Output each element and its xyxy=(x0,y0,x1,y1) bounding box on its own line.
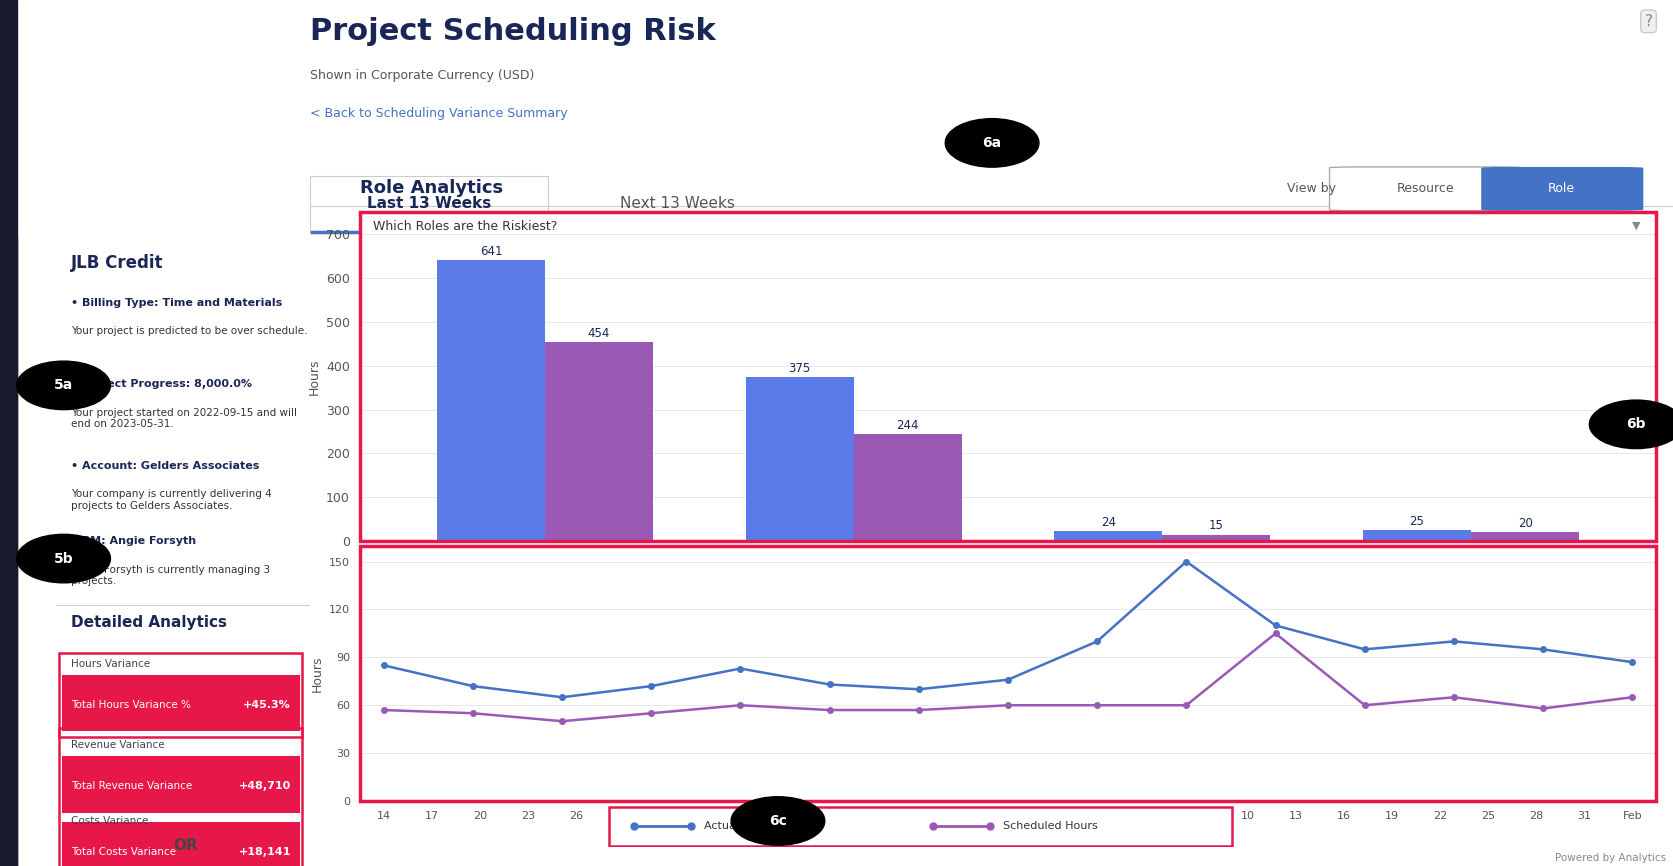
Circle shape xyxy=(731,797,825,845)
Text: 20: 20 xyxy=(1517,517,1532,530)
Bar xyxy=(360,212,1656,541)
FancyBboxPatch shape xyxy=(310,176,549,233)
Text: 25: 25 xyxy=(1410,515,1424,528)
Text: • Project Progress: 8,000.0%: • Project Progress: 8,000.0% xyxy=(72,379,253,390)
Text: ▼: ▼ xyxy=(1633,220,1641,230)
Text: 454: 454 xyxy=(587,326,611,339)
Bar xyxy=(62,675,299,731)
Y-axis label: Hours: Hours xyxy=(310,655,323,692)
Circle shape xyxy=(945,119,1039,167)
Text: OR: OR xyxy=(174,837,197,853)
Text: • Account: Gelders Associates: • Account: Gelders Associates xyxy=(72,461,259,471)
Text: 244: 244 xyxy=(897,419,918,432)
Text: < Back to Scheduling Variance Summary: < Back to Scheduling Variance Summary xyxy=(310,107,567,120)
Bar xyxy=(0,238,17,866)
Text: • PM: Angie Forsyth: • PM: Angie Forsyth xyxy=(72,536,196,546)
Text: 24: 24 xyxy=(1101,515,1116,528)
Bar xyxy=(1054,531,1163,541)
Text: Total Hours Variance %: Total Hours Variance % xyxy=(72,700,191,709)
Y-axis label: Hours: Hours xyxy=(308,359,321,395)
Text: +45.3%: +45.3% xyxy=(243,700,291,709)
Text: +18,141: +18,141 xyxy=(239,847,291,857)
Text: Your company is currently delivering 4
projects to Gelders Associates.: Your company is currently delivering 4 p… xyxy=(72,489,273,511)
Text: 375: 375 xyxy=(788,361,811,374)
Text: Powered by Analytics: Powered by Analytics xyxy=(1556,852,1666,863)
Text: 6b: 6b xyxy=(1626,417,1646,431)
Text: Shown in Corporate Currency (USD): Shown in Corporate Currency (USD) xyxy=(310,69,534,82)
Circle shape xyxy=(17,534,110,583)
Text: Detailed Analytics: Detailed Analytics xyxy=(72,615,228,630)
Text: 6c: 6c xyxy=(770,814,786,828)
Bar xyxy=(1363,530,1471,541)
Bar xyxy=(62,756,299,812)
Text: Your project started on 2022-09-15 and will
end on 2023-05-31.: Your project started on 2022-09-15 and w… xyxy=(72,408,298,430)
Text: Total Revenue Variance: Total Revenue Variance xyxy=(72,781,192,792)
Bar xyxy=(1163,534,1270,541)
Bar xyxy=(0,0,17,866)
Text: Total Costs Variance: Total Costs Variance xyxy=(72,847,176,857)
Text: Resource: Resource xyxy=(1397,182,1454,195)
Circle shape xyxy=(17,361,110,410)
Bar xyxy=(62,822,299,866)
Text: Costs Variance: Costs Variance xyxy=(72,816,149,826)
Text: JLB Credit: JLB Credit xyxy=(72,254,164,272)
FancyBboxPatch shape xyxy=(1330,167,1521,210)
Text: 15: 15 xyxy=(1210,520,1223,533)
Text: • Billing Type: Time and Materials: • Billing Type: Time and Materials xyxy=(72,298,283,307)
Text: 6a: 6a xyxy=(982,136,1002,150)
Text: Hours Variance: Hours Variance xyxy=(72,659,151,669)
Text: ?: ? xyxy=(1645,14,1653,29)
Text: Revenue Variance: Revenue Variance xyxy=(72,740,166,751)
Bar xyxy=(545,342,652,541)
Text: 641: 641 xyxy=(480,245,502,258)
Text: Scheduled Hours: Scheduled Hours xyxy=(1002,821,1097,831)
Bar xyxy=(437,260,545,541)
Text: Which Roles are the Riskiest?: Which Roles are the Riskiest? xyxy=(373,220,557,234)
Bar xyxy=(360,546,1656,801)
Text: View by: View by xyxy=(1287,182,1335,195)
Text: +48,710: +48,710 xyxy=(239,781,291,792)
Text: 5b: 5b xyxy=(54,552,74,565)
Text: 5a: 5a xyxy=(54,378,74,392)
FancyBboxPatch shape xyxy=(1481,167,1643,210)
Text: Project Scheduling Risk: Project Scheduling Risk xyxy=(310,17,716,46)
Bar xyxy=(1471,533,1579,541)
Bar xyxy=(59,653,301,737)
Circle shape xyxy=(1589,400,1673,449)
Text: Actual Hours: Actual Hours xyxy=(704,821,775,831)
Bar xyxy=(853,434,962,541)
Bar xyxy=(746,377,853,541)
Text: Role Analytics: Role Analytics xyxy=(360,179,504,197)
Text: Your project is predicted to be over schedule.: Your project is predicted to be over sch… xyxy=(72,326,308,336)
Bar xyxy=(59,727,301,866)
Text: Last 13 Weeks: Last 13 Weeks xyxy=(368,196,492,210)
Text: Role: Role xyxy=(1548,182,1576,195)
Text: Next 13 Weeks: Next 13 Weeks xyxy=(621,196,734,210)
Text: Angie Forsyth is currently managing 3
projects.: Angie Forsyth is currently managing 3 pr… xyxy=(72,565,271,586)
